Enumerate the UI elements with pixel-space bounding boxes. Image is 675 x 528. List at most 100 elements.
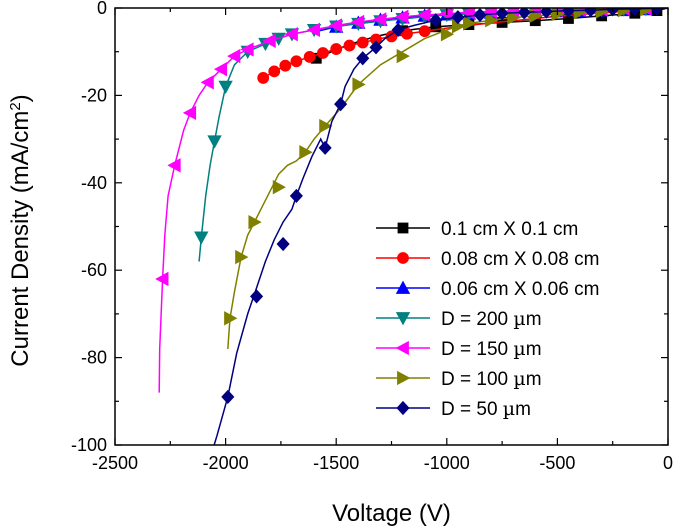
data-point [250,289,264,304]
data-point [507,10,521,25]
legend-item: 0.1 cm X 0.1 cm [376,219,578,240]
data-point [395,9,409,24]
legend-label: D = 200 µm [441,308,542,330]
legend-item: 0.08 cm X 0.08 cm [376,249,599,270]
data-point [200,75,214,90]
series-group [213,8,668,445]
series-layer [155,8,668,445]
legend-marker [395,312,411,326]
y-tick-label: -60 [81,260,107,280]
series-line [213,8,668,445]
data-point [385,30,398,43]
x-tick-label: -1000 [424,453,470,473]
data-point [290,55,303,68]
series-line [198,8,668,262]
legend-marker [396,400,410,416]
data-point [227,48,241,64]
legend-marker [397,222,409,234]
data-point [155,271,169,287]
data-point [284,27,298,42]
data-point [356,36,369,49]
data-point [343,39,356,52]
data-point [279,59,292,72]
data-point [440,27,455,42]
data-point [429,13,443,28]
y-tick-label: -100 [71,435,107,455]
legend-marker [395,280,411,294]
legend-item: D = 150 µm [376,338,542,360]
x-tick-label: -2000 [203,453,249,473]
legend-label: 0.1 cm X 0.1 cm [441,219,578,240]
data-point [317,47,329,59]
data-point [650,8,664,16]
y-tick-label: -40 [81,173,107,193]
plot-frame [114,7,669,446]
data-point [319,118,333,134]
data-point [330,43,343,55]
data-point [213,62,228,77]
data-point [248,214,262,230]
data-point [224,311,238,326]
y-tick-label: -80 [81,348,107,368]
legend-item: D = 100 µm [376,368,542,390]
legend: 0.1 cm X 0.1 cm 0.08 cm X 0.08 cm 0.06 cm … [376,219,599,420]
y-axis-title-main: Current Density (mA/cm [7,111,34,367]
legend-item: D = 200 µm [376,308,542,330]
data-point [289,188,303,203]
data-point [396,48,410,64]
data-point [451,10,465,25]
data-point [182,105,197,121]
data-point [418,25,431,38]
data-point [167,158,181,173]
data-point [240,42,254,57]
data-point [485,13,499,28]
y-tick-label: -20 [81,85,107,105]
data-point [417,8,431,23]
data-point [218,80,233,94]
data-point [221,389,235,405]
legend-item: 0.06 cm X 0.06 cm [376,279,599,300]
legend-item: D = 50 µm [376,398,531,420]
x-tick-label: -2500 [92,453,138,473]
legend-label: D = 50 µm [441,398,531,420]
legend-marker [397,252,409,264]
data-point [276,236,290,252]
legend-label: D = 100 µm [441,368,542,390]
data-point [268,65,281,78]
data-point [235,249,249,265]
y-axis-title-superscript: 2 [7,102,24,110]
data-point [539,8,553,19]
data-point [334,97,348,112]
data-point [517,8,531,20]
data-point [328,18,343,33]
data-point [262,33,276,48]
data-point [373,12,387,27]
data-point [628,8,642,16]
data-point [352,77,366,92]
legend-label: 0.08 cm X 0.08 cm [441,249,599,270]
ticks-layer: -2500 -2000 -1500 -1000 -500 0 -100 -80 -60 -40 -2… [71,0,673,473]
legend-label: 0.06 cm X 0.06 cm [441,279,599,300]
y-tick-label: 0 [97,0,107,18]
y-axis-title: Current Density (mA/cm2) [7,94,35,366]
legend-label: D = 150 µm [441,338,542,360]
data-point [306,22,320,38]
data-point [257,72,270,84]
data-point [463,16,477,31]
data-point [303,51,316,63]
data-point [356,51,370,66]
data-point [401,27,413,40]
x-tick-label: 0 [663,453,673,473]
data-point [207,135,222,149]
y-axis-title-end: ) [7,94,34,102]
x-axis-title: Voltage (V) [332,500,451,527]
x-tick-label: -500 [539,453,575,473]
data-point [318,140,332,155]
data-point [369,40,383,55]
series-line [158,8,668,393]
data-point [194,231,209,245]
data-point [272,179,287,195]
data-point [391,22,405,37]
data-point [495,8,509,21]
legend-marker [395,340,409,356]
